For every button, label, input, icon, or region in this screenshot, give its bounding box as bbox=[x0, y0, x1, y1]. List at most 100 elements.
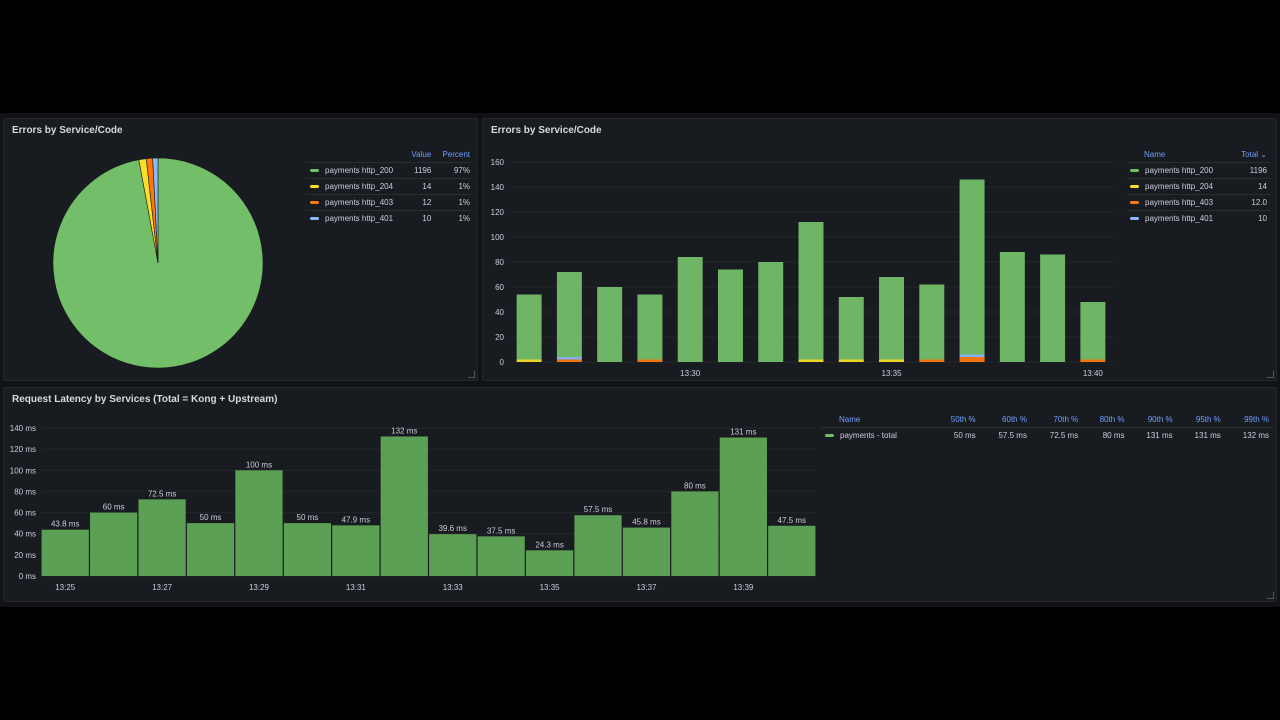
bar-value-label: 47.5 ms bbox=[778, 516, 806, 525]
bar-segment bbox=[838, 359, 864, 362]
legend-header-p99[interactable]: 99th % bbox=[1244, 415, 1269, 424]
series-swatch bbox=[1130, 185, 1139, 189]
bar-value-label: 80 ms bbox=[684, 481, 706, 490]
y-tick-label: 40 bbox=[495, 308, 504, 317]
x-tick-label: 13:39 bbox=[733, 583, 754, 592]
latency-bar bbox=[477, 536, 525, 576]
bar-segment bbox=[1080, 359, 1106, 362]
pie-panel[interactable]: Errors by Service/Code Value Percent pay… bbox=[3, 118, 478, 381]
series-total: 14 bbox=[1231, 178, 1271, 195]
pie-legend: Value Percent payments http_200 1196 97%… bbox=[306, 147, 474, 226]
bar-segment bbox=[677, 257, 703, 362]
y-tick-label: 40 ms bbox=[14, 530, 36, 539]
bar-value-label: 100 ms bbox=[246, 460, 272, 469]
series-value: 14 bbox=[405, 178, 436, 195]
p60-value: 57.5 ms bbox=[979, 427, 1031, 443]
legend-header-p90[interactable]: 90th % bbox=[1147, 415, 1173, 424]
p90-value: 131 ms bbox=[1128, 427, 1177, 443]
x-tick-label: 13:27 bbox=[152, 583, 173, 592]
series-name: payments http_403 bbox=[1145, 198, 1214, 207]
bar-segment bbox=[516, 359, 542, 362]
latency-panel[interactable]: Request Latency by Services (Total = Kon… bbox=[3, 387, 1277, 602]
legend-header-name[interactable]: Name bbox=[1144, 150, 1166, 159]
bar-segment bbox=[637, 294, 663, 360]
panel-title: Errors by Service/Code bbox=[12, 125, 123, 136]
latency-bar bbox=[622, 527, 671, 576]
bar-segment bbox=[637, 359, 663, 362]
legend-header-value[interactable]: Value bbox=[411, 150, 432, 159]
series-name: payments http_204 bbox=[1145, 182, 1214, 191]
series-value: 10 bbox=[405, 210, 436, 226]
latency-bar bbox=[768, 525, 816, 576]
legend-row[interactable]: payments http_401 10 1% bbox=[306, 210, 474, 226]
x-tick-label: 13:29 bbox=[249, 583, 270, 592]
bar-panel[interactable]: Errors by Service/Code 0 20 40 60 80 100 120 14… bbox=[482, 118, 1277, 381]
y-tick-label: 140 ms bbox=[10, 424, 36, 433]
stacked-bar-chart: 0 20 40 60 80 100 120 140 160 13:30 13:35 13:40 bbox=[491, 158, 1113, 378]
y-tick-label: 0 ms bbox=[19, 572, 36, 581]
resize-handle[interactable] bbox=[1267, 371, 1274, 378]
latency-bar-chart: 0 ms 20 ms 40 ms 60 ms 80 ms 100 ms 120 ms 140 … bbox=[10, 424, 816, 592]
legend-header-total[interactable]: Total ⌄ bbox=[1241, 150, 1267, 159]
legend-header-name[interactable]: Name bbox=[839, 415, 861, 424]
legend-row[interactable]: payments http_204 14 1% bbox=[306, 178, 474, 195]
bar-value-label: 50 ms bbox=[297, 513, 319, 522]
bar-segment bbox=[758, 262, 784, 362]
bar-segment bbox=[516, 294, 542, 360]
legend-header-p80[interactable]: 80th % bbox=[1099, 415, 1125, 424]
series-percent: 1% bbox=[435, 178, 474, 195]
legend-row[interactable]: payments http_204 14 bbox=[1126, 178, 1271, 195]
bar-value-label: 37.5 ms bbox=[487, 526, 515, 535]
y-tick-label: 80 bbox=[495, 258, 504, 267]
legend-header-p60[interactable]: 60th % bbox=[1002, 415, 1027, 424]
y-tick-label: 60 bbox=[495, 283, 504, 292]
legend-row[interactable]: payments http_200 1196 97% bbox=[306, 162, 474, 179]
y-tick-label: 100 ms bbox=[10, 466, 36, 475]
series-swatch bbox=[310, 217, 319, 221]
legend-header-p70[interactable]: 70th % bbox=[1053, 415, 1079, 424]
latency-bar bbox=[574, 515, 622, 576]
bar-value-label: 60 ms bbox=[103, 503, 125, 512]
legend-row[interactable]: payments http_401 10 bbox=[1126, 210, 1271, 226]
series-total: 12.0 bbox=[1231, 194, 1271, 211]
y-tick-label: 120 bbox=[491, 208, 505, 217]
bar-value-label: 131 ms bbox=[730, 428, 756, 437]
series-name: payments http_200 bbox=[1145, 166, 1214, 175]
latency-bar bbox=[186, 523, 235, 576]
legend-row[interactable]: payments - total 50 ms 57.5 ms 72.5 ms 8… bbox=[821, 427, 1273, 443]
bar-value-label: 43.8 ms bbox=[51, 520, 79, 529]
latency-bar bbox=[90, 512, 138, 576]
series-total: 10 bbox=[1231, 210, 1271, 226]
series-total: 1196 bbox=[1231, 162, 1271, 179]
x-tick-label: 13:33 bbox=[443, 583, 464, 592]
bar-segment bbox=[879, 359, 905, 362]
legend-header-percent[interactable]: Percent bbox=[442, 150, 470, 159]
resize-handle[interactable] bbox=[468, 371, 475, 378]
legend-row[interactable]: payments http_200 1196 bbox=[1126, 162, 1271, 179]
latency-bar bbox=[332, 525, 380, 576]
bar-segment bbox=[717, 269, 743, 362]
bar-value-label: 39.6 ms bbox=[438, 524, 466, 533]
y-tick-label: 140 bbox=[491, 183, 505, 192]
legend-header-p95[interactable]: 95th % bbox=[1195, 415, 1221, 424]
legend-header-p50[interactable]: 50th % bbox=[950, 415, 976, 424]
y-tick-label: 0 bbox=[500, 358, 505, 367]
series-value: 1196 bbox=[405, 162, 436, 179]
bar-value-label: 57.5 ms bbox=[584, 505, 612, 514]
latency-legend: Name 50th % 60th % 70th % 80th % 90th % … bbox=[821, 412, 1273, 443]
y-tick-label: 120 ms bbox=[10, 445, 36, 454]
resize-handle[interactable] bbox=[1267, 592, 1274, 599]
series-swatch bbox=[310, 185, 319, 189]
bar-segment bbox=[556, 357, 582, 360]
legend-header-name bbox=[306, 147, 405, 163]
legend-row[interactable]: payments http_403 12.0 bbox=[1126, 194, 1271, 211]
bar-segment bbox=[798, 359, 824, 362]
series-value: 12 bbox=[405, 194, 436, 211]
x-tick-label: 13:40 bbox=[1083, 369, 1104, 378]
bar-value-label: 132 ms bbox=[391, 426, 417, 435]
bar-value-label: 45.8 ms bbox=[632, 518, 660, 527]
y-tick-label: 100 bbox=[491, 233, 505, 242]
legend-row[interactable]: payments http_403 12 1% bbox=[306, 194, 474, 211]
series-percent: 1% bbox=[435, 194, 474, 211]
bar-segment bbox=[879, 277, 905, 360]
